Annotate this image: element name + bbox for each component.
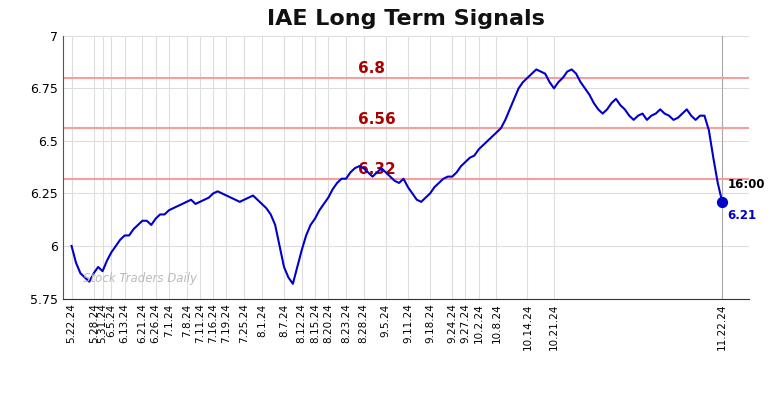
Point [716, 199, 728, 205]
Text: 6.21: 6.21 [728, 209, 757, 222]
Text: 6.32: 6.32 [358, 162, 395, 177]
Text: Stock Traders Daily: Stock Traders Daily [83, 272, 198, 285]
Text: 16:00: 16:00 [728, 178, 765, 191]
Text: 6.8: 6.8 [358, 61, 385, 76]
Title: IAE Long Term Signals: IAE Long Term Signals [267, 9, 545, 29]
Text: 6.56: 6.56 [358, 111, 395, 127]
